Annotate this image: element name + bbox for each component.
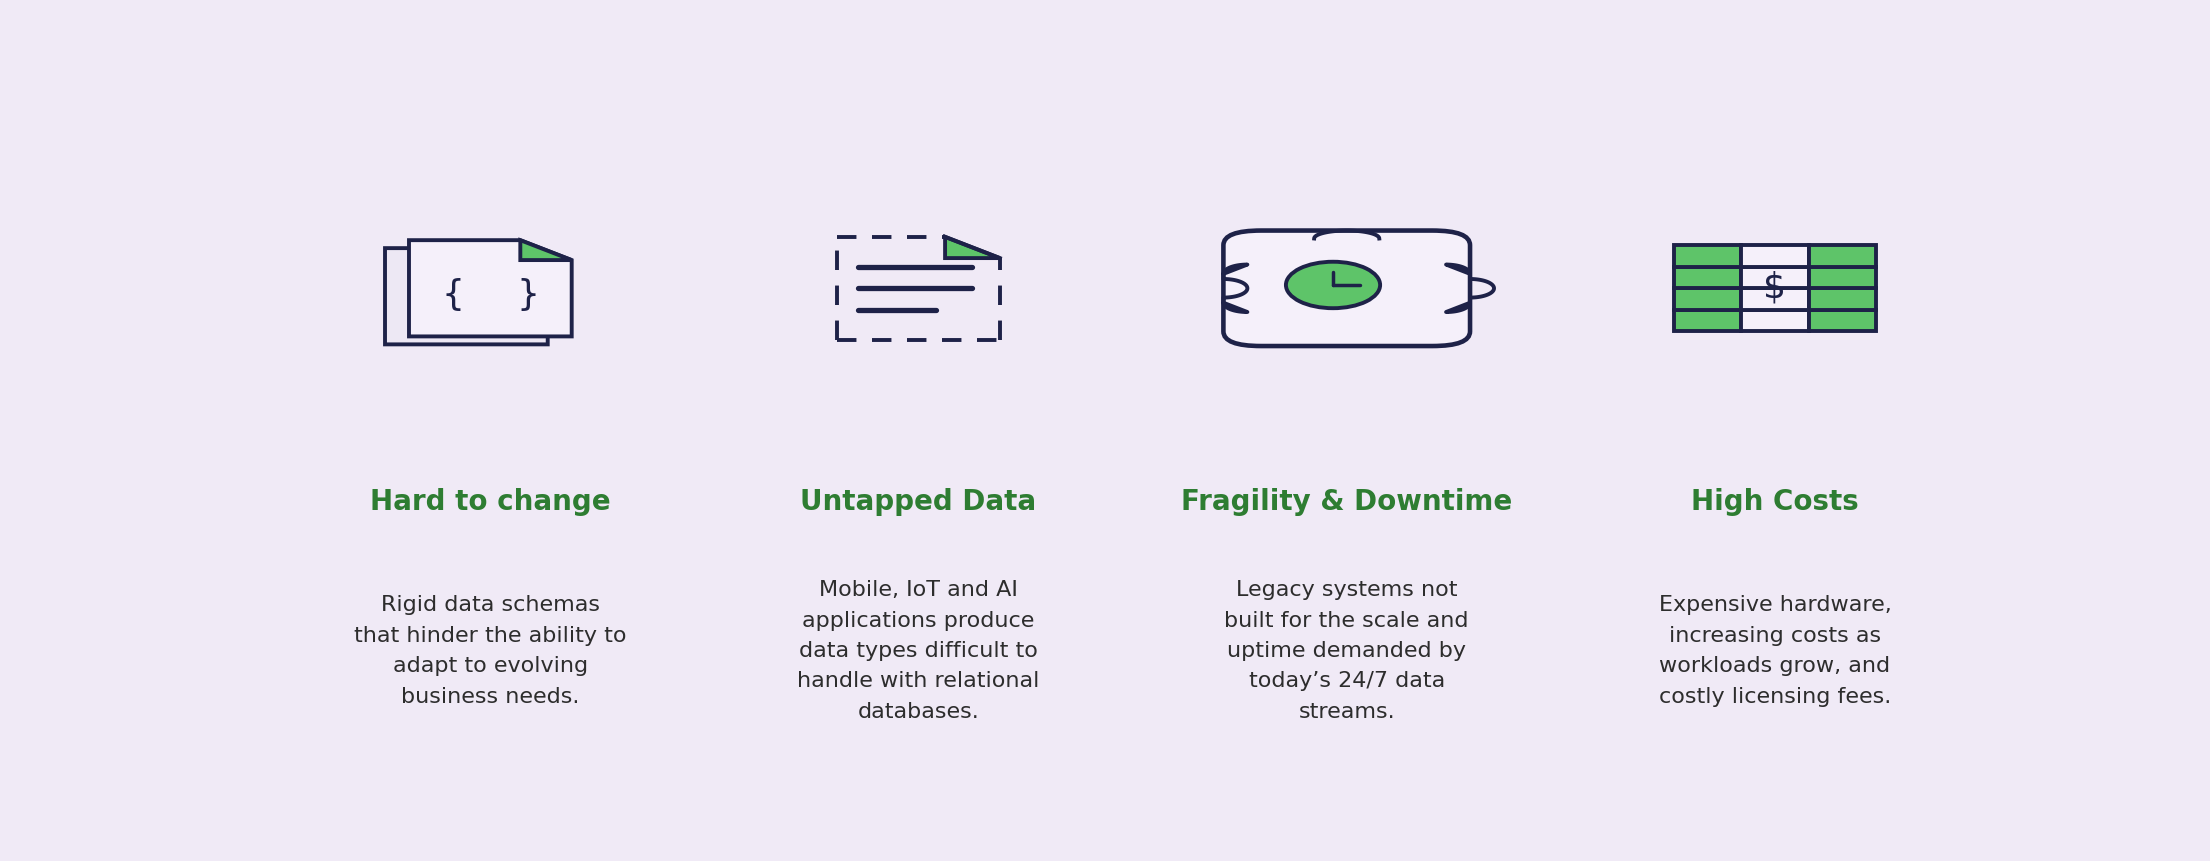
Bar	[1741, 311, 1808, 332]
Text: Hard to change: Hard to change	[369, 487, 610, 515]
Text: Expensive hardware,
increasing costs as
workloads grow, and
costly licensing fee: Expensive hardware, increasing costs as …	[1658, 595, 1892, 706]
Text: {: {	[442, 277, 464, 311]
Text: Rigid data schemas
that hinder the ability to
adapt to evolving
business needs.: Rigid data schemas that hinder the abili…	[354, 595, 628, 706]
Bar	[1673, 289, 1741, 311]
Bar	[1673, 268, 1741, 289]
Text: Fragility & Downtime: Fragility & Downtime	[1180, 487, 1512, 515]
Bar	[1673, 246, 1741, 268]
Polygon shape	[946, 238, 999, 259]
Bar	[1741, 246, 1808, 268]
Polygon shape	[409, 241, 572, 337]
Text: Untapped Data: Untapped Data	[800, 487, 1036, 515]
Bar	[1808, 246, 1876, 268]
Bar	[1673, 311, 1741, 332]
FancyBboxPatch shape	[1224, 232, 1470, 347]
Bar	[1808, 311, 1876, 332]
Text: $: $	[1764, 270, 1786, 305]
Bar	[1808, 289, 1876, 311]
Text: High Costs: High Costs	[1691, 487, 1859, 515]
Bar	[1808, 268, 1876, 289]
Bar	[1741, 268, 1808, 289]
Bar	[1741, 289, 1808, 311]
Text: Mobile, IoT and AI
applications produce
data types difficult to
handle with rela: Mobile, IoT and AI applications produce …	[798, 579, 1039, 721]
Polygon shape	[519, 241, 572, 261]
Text: }: }	[517, 277, 539, 311]
Ellipse shape	[1286, 263, 1379, 309]
Text: Legacy systems not
built for the scale and
uptime demanded by
today’s 24/7 data
: Legacy systems not built for the scale a…	[1224, 579, 1470, 721]
Polygon shape	[385, 249, 548, 345]
